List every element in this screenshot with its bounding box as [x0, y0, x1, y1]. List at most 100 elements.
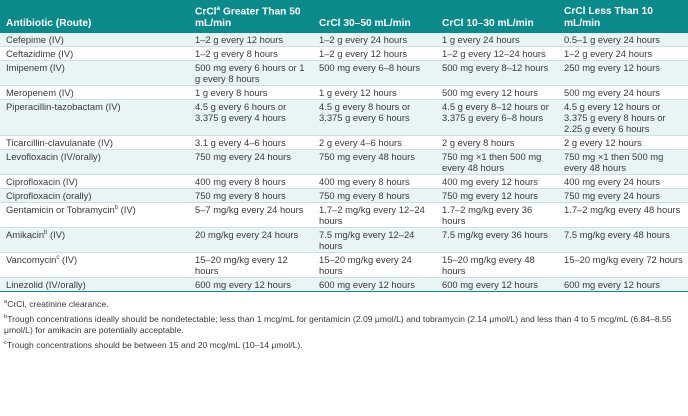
- dose-cell-c4: 7.5 mg/kg every 48 hours: [558, 227, 688, 253]
- table-row: Meropenem (IV) 1 g every 8 hours 1 g every…: [0, 85, 688, 100]
- dose-cell-c4: 1–2 g every 24 hours: [558, 46, 688, 61]
- dosing-table: Antibiotic (Route) CrCla Greater Than 50 …: [0, 0, 688, 292]
- table-row: Levofloxacin (IV/orally) 750 mg every 24 …: [0, 149, 688, 175]
- dose-cell-c3: 1–2 g every 12–24 hours: [436, 46, 558, 61]
- dose-cell-c3: 400 mg every 12 hours: [436, 174, 558, 189]
- footnote-mark: b: [4, 314, 8, 321]
- dose-cell-c2: 400 mg every 8 hours: [313, 174, 436, 189]
- dose-cell-c2: 2 g every 4–6 hours: [313, 135, 436, 150]
- dose-cell-c3: 1.7–2 mg/kg every 36 hours: [436, 202, 558, 228]
- footnote-mark: b: [114, 205, 119, 212]
- antibiotic-cell: Ciprofloxacin (orally): [0, 188, 189, 203]
- dose-cell-c4: 600 mg every 12 hours: [558, 277, 688, 292]
- dose-cell-c2: 15–20 mg/kg every 24 hours: [313, 252, 436, 278]
- antibiotic-name: Ticarcillin-clavulanate (IV): [6, 137, 113, 149]
- antibiotic-name: Piperacillin-tazobactam (IV): [6, 101, 121, 113]
- dose-cell-c1: 750 mg every 8 hours: [189, 188, 313, 203]
- antibiotic-name: Gentamicin or Tobramycin: [6, 204, 115, 216]
- antibiotic-cell: Cefepime (IV): [0, 33, 189, 47]
- dose-cell-c4: 4.5 g every 12 hours or 3.375 g every 8 …: [558, 99, 688, 136]
- footnote-text: Trough concentrations should be between …: [6, 339, 303, 350]
- dose-cell-c4: 400 mg every 24 hours: [558, 174, 688, 189]
- footnote-text: CrCl, creatinine clearance.: [7, 299, 109, 310]
- antibiotic-route: (IV): [118, 204, 136, 216]
- dose-cell-c4: 750 mg ×1 then 500 mg every 48 hours: [558, 149, 688, 175]
- dose-cell-c2: 1.7–2 mg/kg every 12–24 hours: [313, 202, 436, 228]
- antibiotic-name: Levofloxacin (IV/orally): [6, 151, 101, 163]
- table-row: Cefepime (IV) 1–2 g every 12 hours 1–2 g e…: [0, 33, 688, 47]
- dose-cell-c1: 5–7 mg/kg every 24 hours: [189, 202, 313, 228]
- column-header-text: CrCl Less Than 10 mL/min: [564, 6, 653, 30]
- dose-cell-c3: 750 mg every 12 hours: [436, 188, 558, 203]
- antibiotic-cell: Gentamicin or Tobramycinb (IV): [0, 202, 189, 228]
- dose-cell-c4: 750 mg every 24 hours: [558, 188, 688, 203]
- footnote-mark: a: [4, 299, 8, 306]
- table-row: Ciprofloxacin (IV) 400 mg every 8 hours 40…: [0, 174, 688, 189]
- dose-cell-c3: 750 mg ×1 then 500 mg every 48 hours: [436, 149, 558, 175]
- table-row: Gentamicin or Tobramycinb (IV) 5–7 mg/kg …: [0, 202, 688, 228]
- antibiotic-name: Ceftazidime (IV): [6, 48, 74, 60]
- dose-cell-c2: 7.5 mg/kg every 12–24 hours: [313, 227, 436, 253]
- table-row: Ciprofloxacin (orally) 750 mg every 8 hou…: [0, 188, 688, 203]
- dose-cell-c1: 3.1 g every 4–6 hours: [189, 135, 313, 150]
- antibiotic-cell: Vancomycinc (IV): [0, 252, 189, 278]
- antibiotic-cell: Piperacillin-tazobactam (IV): [0, 99, 189, 136]
- table-row: Ticarcillin-clavulanate (IV) 3.1 g every …: [0, 135, 688, 150]
- dose-cell-c2: 1–2 g every 12 hours: [313, 46, 436, 61]
- dose-cell-c4: 250 mg every 12 hours: [558, 60, 688, 86]
- footnote-mark: c: [56, 255, 60, 262]
- antibiotic-name: Linezolid (IV/orally): [6, 279, 86, 291]
- dose-cell-c3: 600 mg every 12 hours: [436, 277, 558, 292]
- table-row: Piperacillin-tazobactam (IV) 4.5 g every …: [0, 99, 688, 136]
- column-header-text: CrCl: [195, 6, 217, 18]
- footnote-text: Trough concentrations ideally should be …: [4, 314, 672, 336]
- antibiotic-name: Meropenem (IV): [6, 87, 74, 99]
- dose-cell-c4: 2 g every 12 hours: [558, 135, 688, 150]
- footnote-mark: a: [216, 5, 221, 12]
- antibiotic-cell: Linezolid (IV/orally): [0, 277, 189, 292]
- dose-cell-c2: 750 mg every 8 hours: [313, 188, 436, 203]
- dose-cell-c2: 500 mg every 6–8 hours: [313, 60, 436, 86]
- antibiotic-cell: Meropenem (IV): [0, 85, 189, 100]
- antibiotic-cell: Amikacinb (IV): [0, 227, 189, 253]
- footnote: aCrCl, creatinine clearance.: [4, 297, 684, 310]
- antibiotic-cell: Ticarcillin-clavulanate (IV): [0, 135, 189, 150]
- dose-cell-c3: 7.5 mg/kg every 36 hours: [436, 227, 558, 253]
- column-header-3: CrCl 10–30 mL/min: [436, 0, 558, 34]
- antibiotic-cell: Ciprofloxacin (IV): [0, 174, 189, 189]
- dose-cell-c2: 1 g every 12 hours: [313, 85, 436, 100]
- dose-cell-c3: 500 mg every 12 hours: [436, 85, 558, 100]
- column-header-4: CrCl Less Than 10 mL/min: [558, 0, 688, 34]
- table-row: Amikacinb (IV) 20 mg/kg every 24 hours 7.5…: [0, 227, 688, 253]
- column-header-text: Antibiotic (Route): [6, 18, 92, 30]
- antibiotic-name: Ciprofloxacin (IV): [6, 176, 78, 188]
- dose-cell-c1: 400 mg every 8 hours: [189, 174, 313, 189]
- dose-cell-c1: 4.5 g every 6 hours or 3.375 g every 4 h…: [189, 99, 313, 136]
- dose-cell-c1: 20 mg/kg every 24 hours: [189, 227, 313, 253]
- dose-cell-c3: 500 mg every 8–12 hours: [436, 60, 558, 86]
- footnote: cTrough concentrations should be between…: [4, 338, 684, 351]
- column-header-0: Antibiotic (Route): [0, 0, 189, 34]
- dose-cell-c2: 4.5 g every 8 hours or 3.375 g every 6 h…: [313, 99, 436, 136]
- antibiotic-name: Vancomycin: [6, 254, 57, 266]
- dose-cell-c3: 15–20 mg/kg every 48 hours: [436, 252, 558, 278]
- column-header-text: Greater Than 50 mL/min: [195, 6, 301, 30]
- table-row: Ceftazidime (IV) 1–2 g every 8 hours 1–2 g…: [0, 46, 688, 61]
- column-header-text: CrCl 10–30 mL/min: [442, 18, 534, 30]
- antibiotic-cell: Imipenem (IV): [0, 60, 189, 86]
- table-row: Vancomycinc (IV) 15–20 mg/kg every 12 hou…: [0, 252, 688, 278]
- footnotes: aCrCl, creatinine clearance. bTrough conc…: [0, 292, 688, 351]
- dose-cell-c1: 600 mg every 12 hours: [189, 277, 313, 292]
- dose-cell-c4: 500 mg every 24 hours: [558, 85, 688, 100]
- antibiotic-cell: Levofloxacin (IV/orally): [0, 149, 189, 175]
- antibiotic-name: Ciprofloxacin (orally): [6, 190, 92, 202]
- dose-cell-c1: 1–2 g every 12 hours: [189, 33, 313, 47]
- footnote-mark: b: [44, 230, 48, 237]
- antibiotic-cell: Ceftazidime (IV): [0, 46, 189, 61]
- footnote-mark: c: [4, 340, 7, 347]
- table-bottom-rule: [0, 291, 688, 293]
- dose-cell-c3: 4.5 g every 8–12 hours or 3.375 g every …: [436, 99, 558, 136]
- dose-cell-c1: 500 mg every 6 hours or 1 g every 8 hour…: [189, 60, 313, 86]
- dose-cell-c1: 1–2 g every 8 hours: [189, 46, 313, 61]
- dose-cell-c2: 600 mg every 12 hours: [313, 277, 436, 292]
